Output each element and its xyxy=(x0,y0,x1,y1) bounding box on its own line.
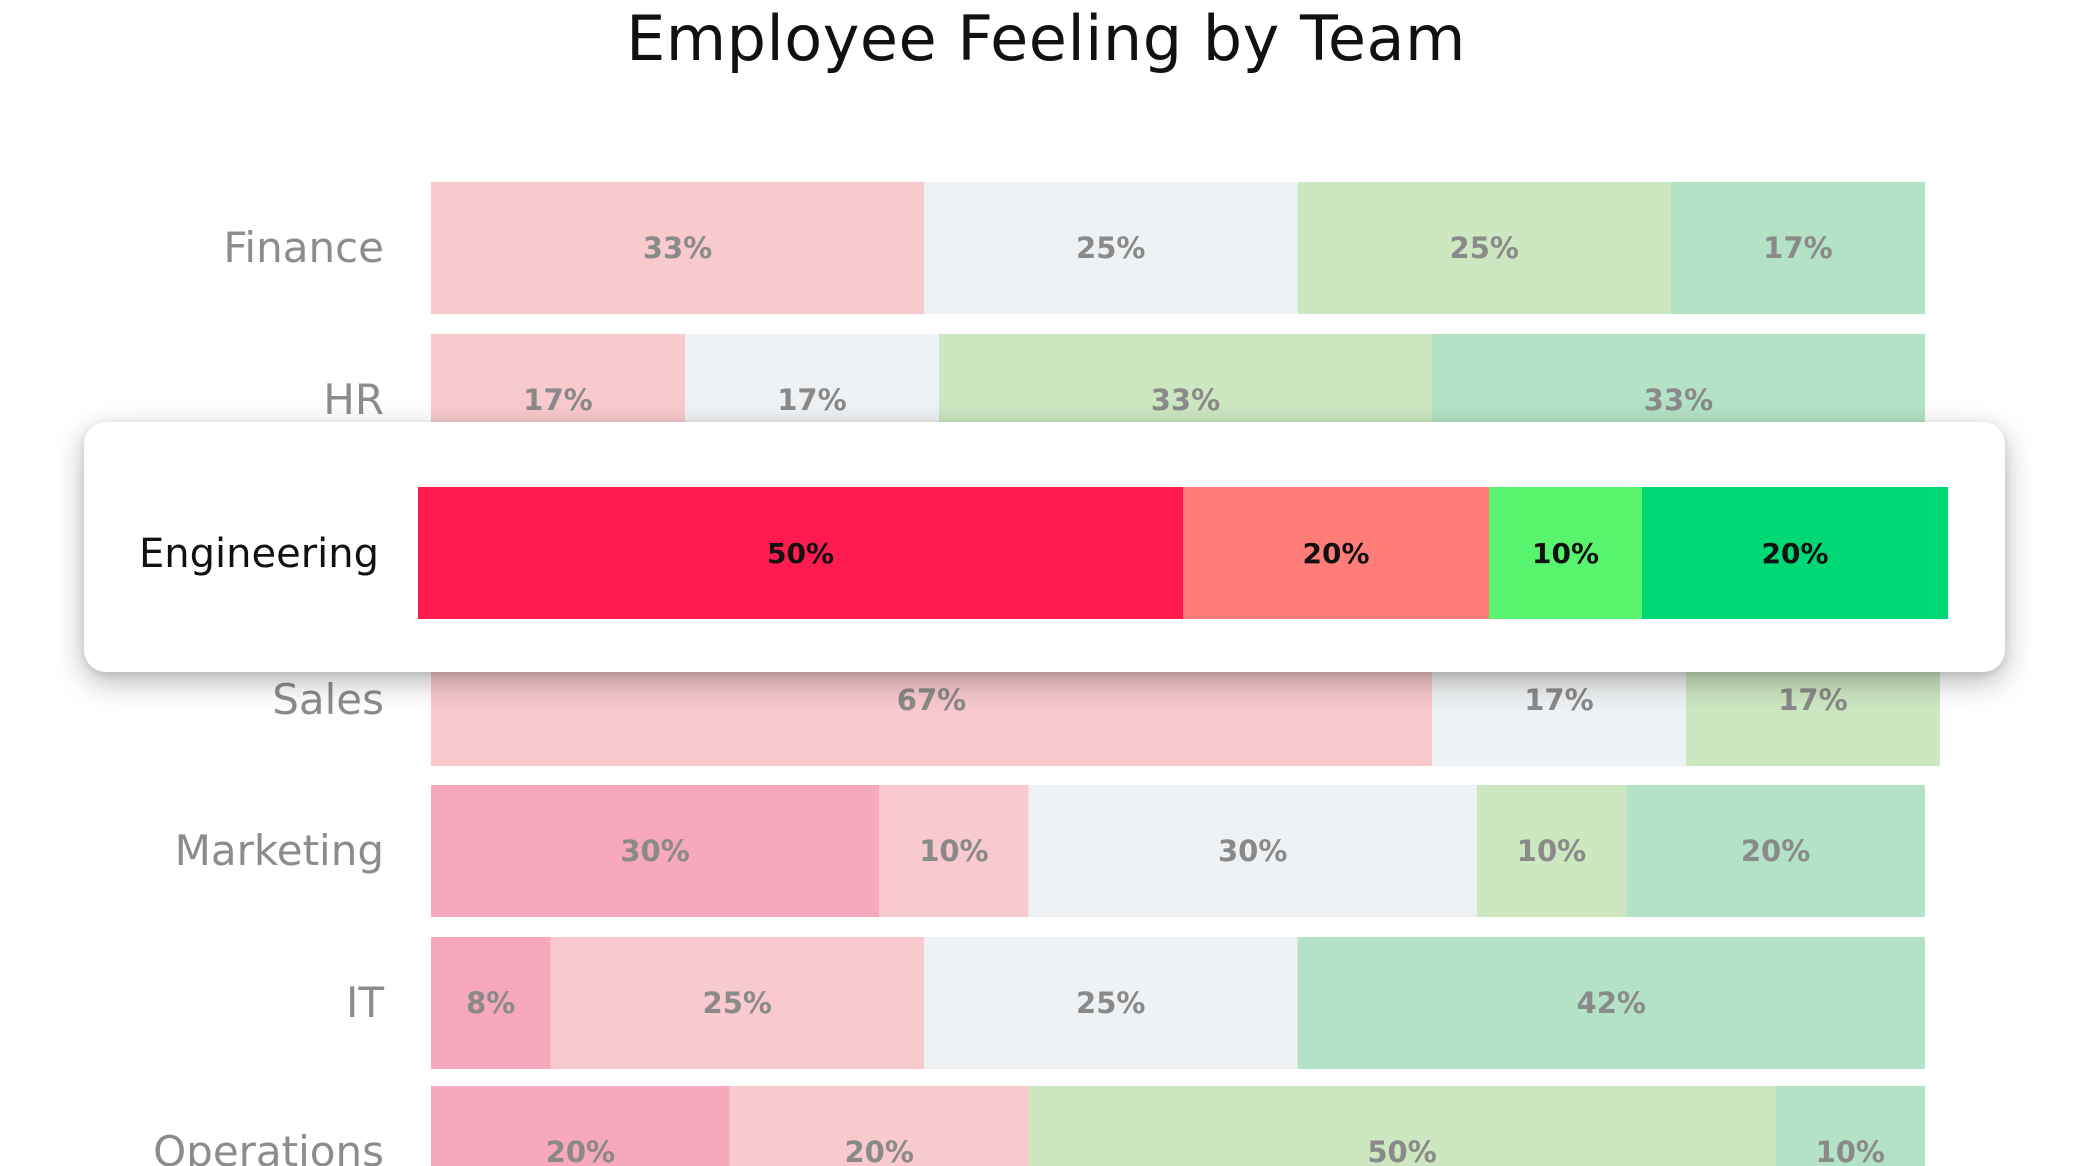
segment-label-sales-2: 17% xyxy=(1778,683,1847,717)
bar-segment-it-2 xyxy=(924,937,1298,1069)
highlighted-row-bar: Engineering 50% 20% 10% 20% xyxy=(139,487,1948,619)
segment-label-hr-2: 33% xyxy=(1151,383,1220,417)
bar-segment-engineering-1 xyxy=(1183,487,1489,619)
row-label-marketing: Marketing xyxy=(175,826,384,875)
segment-label-marketing-2: 30% xyxy=(1218,834,1287,868)
highlighted-row-card: Engineering 50% 20% 10% 20% xyxy=(84,422,2005,672)
segment-label-finance-2: 25% xyxy=(1450,231,1519,265)
bar-segment-finance-3 xyxy=(1671,182,1925,314)
bar-segment-it-1 xyxy=(550,937,925,1069)
row-label-finance: Finance xyxy=(223,223,384,272)
segment-label-marketing-4: 20% xyxy=(1741,834,1810,868)
row-label-operations: Operations xyxy=(153,1127,384,1166)
segment-label-engineering-2: 10% xyxy=(1532,537,1599,570)
bar-segment-engineering-3 xyxy=(1642,487,1948,619)
bar-segment-operations-2 xyxy=(1028,1086,1776,1166)
bar-segment-marketing-3 xyxy=(1476,785,1627,917)
segment-label-operations-3: 10% xyxy=(1816,1135,1885,1166)
segment-label-marketing-3: 10% xyxy=(1517,834,1586,868)
bar-segment-marketing-2 xyxy=(1028,785,1477,917)
chart-title: Employee Feeling by Team xyxy=(626,2,1466,75)
bar-segment-operations-1 xyxy=(729,1086,1029,1166)
bar-segment-marketing-1 xyxy=(879,785,1029,917)
segment-label-it-3: 42% xyxy=(1577,986,1646,1020)
bar-segment-it-3 xyxy=(1297,937,1925,1069)
segment-label-hr-3: 33% xyxy=(1644,383,1713,417)
row-label-hr: HR xyxy=(323,375,384,424)
segment-label-hr-1: 17% xyxy=(777,383,846,417)
bar-segment-it-0 xyxy=(431,937,551,1069)
segment-label-finance-1: 25% xyxy=(1076,231,1145,265)
segment-label-marketing-1: 10% xyxy=(919,834,988,868)
row-label-it: IT xyxy=(346,978,384,1027)
segment-label-operations-0: 20% xyxy=(546,1135,615,1166)
segment-label-hr-0: 17% xyxy=(523,383,592,417)
segment-label-it-1: 25% xyxy=(703,986,772,1020)
segment-label-marketing-0: 30% xyxy=(620,834,689,868)
row-label-sales: Sales xyxy=(272,675,384,724)
segment-label-finance-3: 17% xyxy=(1763,231,1832,265)
row-label-engineering: Engineering xyxy=(139,531,379,577)
segment-label-engineering-3: 20% xyxy=(1761,537,1828,570)
bar-segment-engineering-2 xyxy=(1489,487,1642,619)
bar-segment-engineering-0 xyxy=(418,487,1183,619)
bar-segment-marketing-0 xyxy=(431,785,880,917)
segment-label-engineering-0: 50% xyxy=(767,537,834,570)
bar-segment-finance-1 xyxy=(924,182,1298,314)
segment-label-sales-1: 17% xyxy=(1524,683,1593,717)
bar-segment-finance-0 xyxy=(431,182,925,314)
segment-label-sales-0: 67% xyxy=(897,683,966,717)
bar-segment-marketing-4 xyxy=(1626,785,1925,917)
segment-label-engineering-1: 20% xyxy=(1302,537,1369,570)
segment-label-it-0: 8% xyxy=(466,986,515,1020)
bar-segment-finance-2 xyxy=(1297,182,1672,314)
segment-label-it-2: 25% xyxy=(1076,986,1145,1020)
segment-label-finance-0: 33% xyxy=(643,231,712,265)
bar-segment-operations-0 xyxy=(431,1086,730,1166)
segment-label-operations-2: 50% xyxy=(1367,1135,1436,1166)
segment-label-operations-1: 20% xyxy=(844,1135,913,1166)
bar-segment-operations-3 xyxy=(1775,1086,1925,1166)
